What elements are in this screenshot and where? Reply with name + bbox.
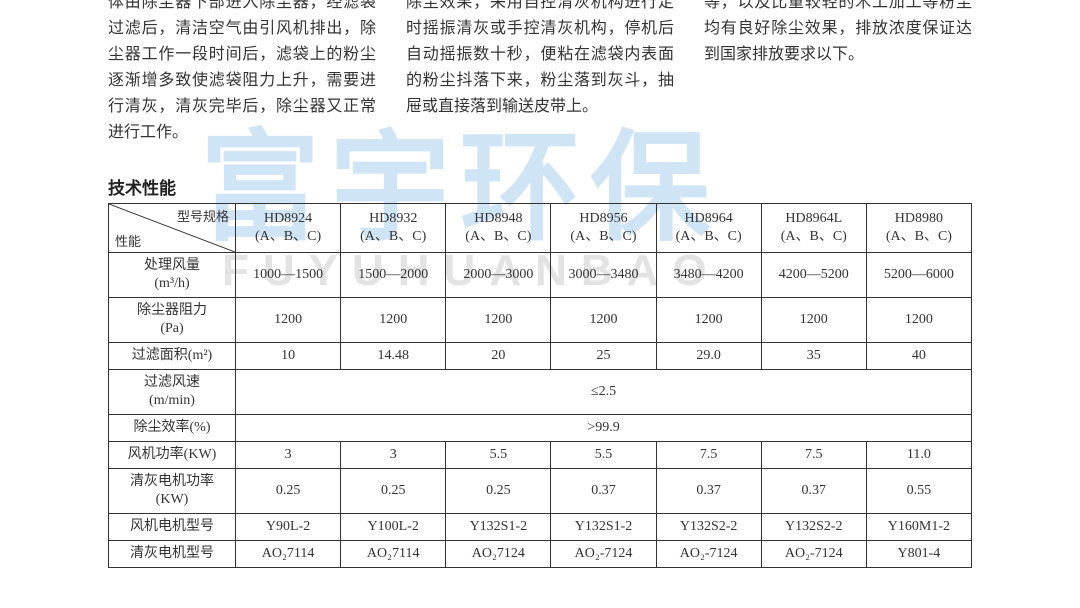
table-row: 过滤面积(m²)1014.48202529.03540 [109,343,972,370]
table-row: 风机功率(KW)335.55.57.57.511.0 [109,442,972,469]
data-cell: 1200 [761,298,866,343]
data-cell: 3480—4200 [656,253,761,298]
diag-top-label: 型号规格 [177,206,229,225]
table-row: 风机电机型号Y90L-2Y100L-2Y132S1-2Y132S1-2Y132S… [109,514,972,541]
col-head: HD8932(A、B、C) [341,204,446,253]
data-cell: Y132S2-2 [656,514,761,541]
col-head: HD8956(A、B、C) [551,204,656,253]
desc-col-3: 等，以及比重较轻的木工加工等粉尘均有良好除尘效果，排放浓度保证达到国家排放要求以… [704,0,972,146]
data-cell: 10 [236,343,341,370]
desc-col-1: 体由除尘器下部进入除尘器，经滤袋过滤后，清洁空气由引风机排出，除尘器工作一段时间… [108,0,376,146]
data-cell: 1200 [551,298,656,343]
data-cell: AO₂-7124 [761,541,866,568]
row-head: 风机电机型号 [109,514,236,541]
table-row: 除尘器阻力(Pa)1200120012001200120012001200 [109,298,972,343]
data-cell: 1500—2000 [341,253,446,298]
table-row: 过滤风速(m/min)≤2.5 [109,370,972,415]
data-cell: 0.25 [446,469,551,514]
data-cell: 14.48 [341,343,446,370]
data-cell: 11.0 [866,442,971,469]
col-head: HD8964L(A、B、C) [761,204,866,253]
data-cell: 20 [446,343,551,370]
data-cell: 0.55 [866,469,971,514]
data-cell: 5.5 [446,442,551,469]
data-cell: 0.37 [551,469,656,514]
data-cell: 3 [341,442,446,469]
row-head: 处理风量(m³/h) [109,253,236,298]
description-columns: 体由除尘器下部进入除尘器，经滤袋过滤后，清洁空气由引风机排出，除尘器工作一段时间… [0,0,1080,146]
table-header-row: 型号规格 性能 HD8924(A、B、C) HD8932(A、B、C) HD89… [109,204,972,253]
data-cell: 1200 [446,298,551,343]
data-cell: AO₂-7124 [551,541,656,568]
data-cell: AO₂7124 [446,541,551,568]
data-cell: 0.25 [236,469,341,514]
table-row: 清灰电机功率(KW)0.250.250.250.370.370.370.55 [109,469,972,514]
row-head: 清灰电机功率(KW) [109,469,236,514]
data-cell: Y132S1-2 [551,514,656,541]
diag-header-cell: 型号规格 性能 [109,204,236,253]
data-cell: Y100L-2 [341,514,446,541]
data-cell: 1000—1500 [236,253,341,298]
data-cell: 1200 [236,298,341,343]
data-cell: 0.25 [341,469,446,514]
data-cell: 7.5 [656,442,761,469]
data-cell: 3 [236,442,341,469]
data-cell: 5200—6000 [866,253,971,298]
table-row: 除尘效率(%)>99.9 [109,415,972,442]
data-cell: Y160M1-2 [866,514,971,541]
data-cell: Y132S2-2 [761,514,866,541]
col-head: HD8980(A、B、C) [866,204,971,253]
data-cell: AO₂-7124 [656,541,761,568]
data-cell: 5.5 [551,442,656,469]
merged-cell: >99.9 [236,415,972,442]
data-cell: 29.0 [656,343,761,370]
desc-col-2: 除尘效果，采用自控清灰机构进行定时摇振清灰或手控清灰机构，停机后自动摇振数十秒，… [406,0,674,146]
col-head: HD8948(A、B、C) [446,204,551,253]
table-row: 清灰电机型号AO₂7114AO₂7114AO₂7124AO₂-7124AO₂-7… [109,541,972,568]
row-head: 除尘效率(%) [109,415,236,442]
data-cell: 4200—5200 [761,253,866,298]
data-cell: Y90L-2 [236,514,341,541]
data-cell: AO₂7114 [341,541,446,568]
data-cell: 1200 [341,298,446,343]
col-head: HD8924(A、B、C) [236,204,341,253]
data-cell: 40 [866,343,971,370]
diag-bot-label: 性能 [115,231,141,250]
data-cell: 0.37 [761,469,866,514]
section-title: 技术性能 [108,174,1080,199]
data-cell: 3000—3480 [551,253,656,298]
data-cell: 0.37 [656,469,761,514]
data-cell: 2000—3000 [446,253,551,298]
data-cell: 35 [761,343,866,370]
data-cell: 7.5 [761,442,866,469]
row-head: 除尘器阻力(Pa) [109,298,236,343]
data-cell: Y132S1-2 [446,514,551,541]
spec-table: 型号规格 性能 HD8924(A、B、C) HD8932(A、B、C) HD89… [108,203,972,568]
data-cell: AO₂7114 [236,541,341,568]
data-cell: 1200 [656,298,761,343]
row-head: 过滤面积(m²) [109,343,236,370]
data-cell: 25 [551,343,656,370]
row-head: 清灰电机型号 [109,541,236,568]
table-row: 处理风量(m³/h)1000—15001500—20002000—3000300… [109,253,972,298]
data-cell: Y801-4 [866,541,971,568]
row-head: 风机功率(KW) [109,442,236,469]
data-cell: 1200 [866,298,971,343]
row-head: 过滤风速(m/min) [109,370,236,415]
merged-cell: ≤2.5 [236,370,972,415]
col-head: HD8964(A、B、C) [656,204,761,253]
